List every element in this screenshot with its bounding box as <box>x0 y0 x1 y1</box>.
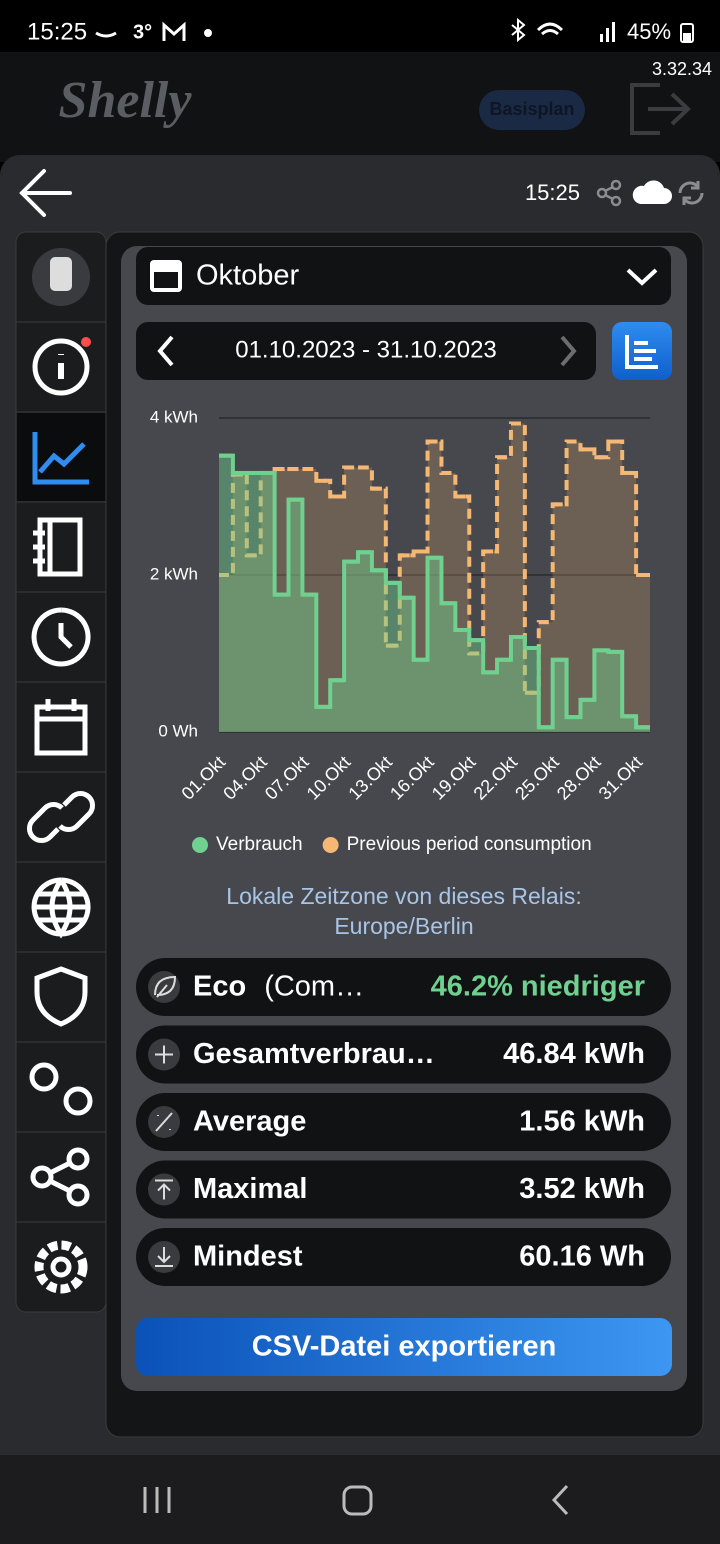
plan-badge[interactable] <box>479 90 585 130</box>
y-tick-label: 0 Wh <box>158 721 198 740</box>
stat-label: Maximal <box>193 1173 307 1205</box>
battery-icon <box>680 23 694 43</box>
stats: Eco (Com… 46.2% niedriger Gesamtverbrau… 46.… <box>136 958 671 1286</box>
battery-level: 45% <box>627 19 671 44</box>
date-range-bar <box>136 322 596 380</box>
battery-fill <box>683 33 691 41</box>
legend-label: Verbrauch <box>216 834 303 855</box>
export-button[interactable] <box>136 1318 672 1376</box>
schedule-icon[interactable] <box>31 607 91 667</box>
legend-swatch <box>322 837 339 853</box>
settings-small-icon[interactable] <box>29 1062 59 1092</box>
stat-row <box>136 958 671 1016</box>
export-label: CSV-Datei exportieren <box>252 1331 557 1363</box>
next-period[interactable] <box>560 335 577 367</box>
stat-icon <box>155 1045 173 1064</box>
stat-row <box>136 1228 671 1286</box>
signal-icon <box>612 22 615 42</box>
share-node[interactable] <box>66 1147 90 1171</box>
sidebar-active <box>17 413 106 501</box>
sidebar-items <box>16 248 106 1294</box>
y-tick-label: 4 kWh <box>150 407 198 426</box>
legend-label: Previous period consumption <box>347 834 592 855</box>
series-area <box>219 423 650 732</box>
status-temperature: 3° <box>133 21 152 43</box>
notification-dot <box>204 29 212 37</box>
statistics-icon[interactable] <box>32 432 89 485</box>
series-area <box>219 455 650 732</box>
dropdown-chevron <box>626 268 658 286</box>
network-icon[interactable] <box>31 877 91 939</box>
stat-value: 1.56 kWh <box>519 1106 645 1138</box>
timezone-value: Europe/Berlin <box>334 913 473 939</box>
y-tick-label: 2 kWh <box>150 564 198 583</box>
stat-value: 3.52 kWh <box>519 1173 645 1205</box>
stat-icon-bg <box>148 971 180 1003</box>
stat-row <box>136 1160 671 1219</box>
panel-time: 15:25 <box>525 180 580 205</box>
date-range: 01.10.2023 - 31.10.2023 <box>235 336 497 363</box>
home-button[interactable] <box>342 1485 373 1516</box>
stat-icon <box>155 1112 173 1132</box>
chart-type-icon <box>625 335 658 369</box>
settings-icon[interactable] <box>34 1240 88 1294</box>
settings-hub[interactable] <box>50 1256 72 1278</box>
nav-bar <box>0 1455 720 1544</box>
plan-label: Basisplan <box>489 99 574 119</box>
stat-label: Mindest <box>193 1241 303 1273</box>
prev-period[interactable] <box>157 335 174 367</box>
calendar-nav-icon[interactable] <box>34 699 88 756</box>
month-label: Oktober <box>196 260 299 292</box>
signal-icon <box>606 28 609 42</box>
status-time: 15:25 <box>27 18 87 45</box>
stat-row <box>136 1025 671 1084</box>
back-button[interactable] <box>19 169 72 217</box>
bluetooth-icon <box>511 17 526 43</box>
back-nav[interactable] <box>551 1484 569 1516</box>
timezone-label: Lokale Zeitzone von dieses Relais: <box>226 883 581 909</box>
signal-icon <box>600 34 603 42</box>
info-badge <box>81 337 91 347</box>
recent-apps[interactable] <box>143 1487 171 1513</box>
share-node[interactable] <box>66 1183 90 1207</box>
status-bar <box>0 0 720 52</box>
series-outline <box>219 453 650 730</box>
logout-icon[interactable] <box>630 83 691 135</box>
stat-row <box>136 1093 671 1151</box>
stat-icon <box>155 1247 173 1267</box>
stat-icon <box>154 975 177 998</box>
stat-label: Average <box>193 1106 306 1138</box>
refresh-icon[interactable] <box>678 181 704 205</box>
settings-small-icon[interactable] <box>63 1086 93 1116</box>
stat-value: 60.16 Wh <box>519 1241 645 1273</box>
device-plug <box>50 257 72 291</box>
month-dropdown[interactable] <box>136 247 671 305</box>
logo: Shelly <box>59 72 193 129</box>
calendar-icon-inner <box>154 272 178 288</box>
stat-value: 46.84 kWh <box>503 1038 645 1070</box>
mail-icon <box>162 21 186 41</box>
stat-icon <box>155 1179 173 1200</box>
wifi-icon <box>536 22 564 36</box>
app-header <box>0 52 720 162</box>
stat-note: (Com… <box>264 971 364 1003</box>
security-icon[interactable] <box>34 966 88 1027</box>
version: 3.32.34 <box>652 59 712 79</box>
cloud-icon <box>632 180 672 204</box>
link-icon[interactable] <box>27 791 95 843</box>
stat-value: 46.2% niedriger <box>431 971 645 1003</box>
share-icon[interactable] <box>596 179 622 207</box>
log-icon[interactable] <box>33 517 83 577</box>
legend-swatch <box>192 837 208 853</box>
info-icon[interactable] <box>32 338 90 396</box>
stat-label: Gesamtverbrau… <box>193 1038 435 1070</box>
share-node[interactable] <box>30 1165 54 1189</box>
stat-label: Eco <box>193 971 246 1003</box>
share-line[interactable] <box>48 1160 72 1194</box>
status-icon <box>95 31 117 38</box>
